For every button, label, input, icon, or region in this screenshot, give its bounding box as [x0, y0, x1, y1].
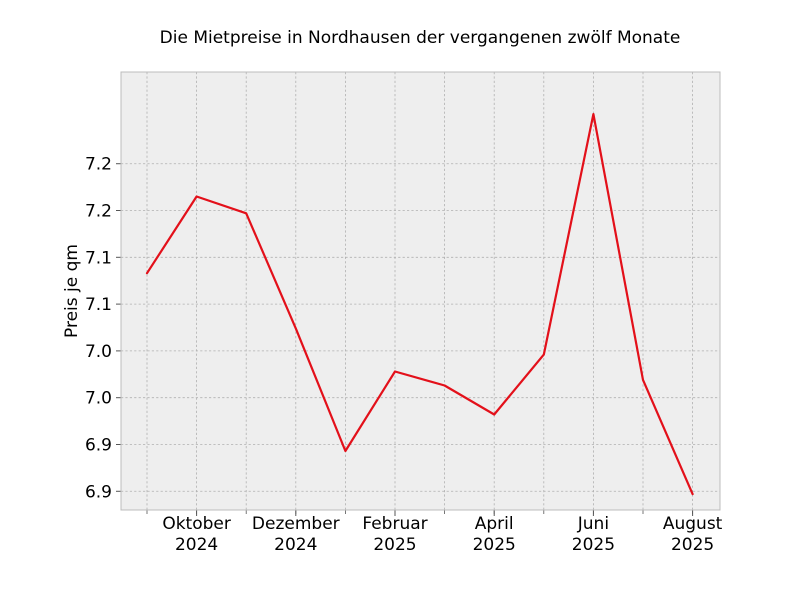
- x-tick-label-year: 2024: [175, 535, 218, 555]
- x-tick-label: April: [475, 514, 514, 534]
- y-tick-label: 7.0: [85, 342, 112, 362]
- y-tick-label: 6.9: [85, 435, 112, 455]
- x-axis: Oktober2024Dezember2024Februar2025April2…: [146, 510, 723, 555]
- x-tick-label: Dezember: [252, 514, 340, 534]
- series-layer: [145, 112, 694, 496]
- y-tick-label: 7.2: [85, 202, 112, 222]
- x-tick-label-year: 2024: [274, 535, 317, 555]
- y-tick-label: 7.1: [85, 295, 112, 315]
- y-tick-label: 6.9: [85, 482, 112, 502]
- x-tick-label: August: [663, 514, 723, 534]
- y-tick-label: 7.0: [85, 389, 112, 409]
- y-axis: 6.9 6.9 7.0 7.0 7.1 7.1 7.2 7.2: [85, 155, 121, 502]
- x-tick-label-year: 2025: [373, 535, 416, 555]
- plot-frame: [120, 71, 721, 511]
- x-tick-label-year: 2025: [572, 535, 615, 555]
- series-line: [145, 112, 694, 496]
- y-tick-label: 7.1: [85, 248, 112, 268]
- y-tick-label: 7.2: [85, 155, 112, 175]
- x-tick-label-year: 2025: [671, 535, 714, 555]
- plot-area: [121, 72, 720, 510]
- grid: [121, 72, 720, 510]
- x-tick-label: Juni: [577, 514, 609, 534]
- x-tick-label-year: 2025: [473, 535, 516, 555]
- y-axis-label: Preis je qm: [62, 244, 82, 338]
- chart-title: Die Mietpreise in Nordhausen der vergang…: [160, 28, 681, 48]
- x-tick-label: Oktober: [162, 514, 231, 534]
- x-tick-label: Februar: [362, 514, 427, 534]
